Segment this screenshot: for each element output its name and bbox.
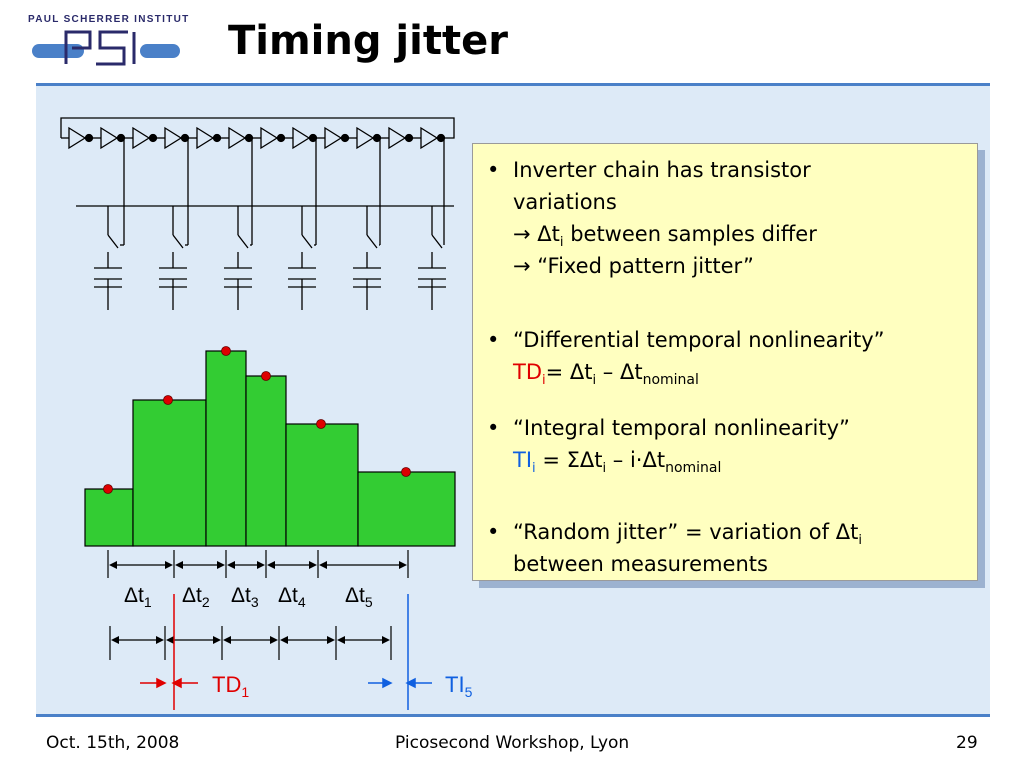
footer-page-number: 29 xyxy=(956,733,978,753)
bullet-1-line-4: → “Fixed pattern jitter” xyxy=(513,254,754,278)
td-label: TD1 xyxy=(212,672,249,700)
logo-institute-name: PAUL SCHERRER INSTITUT xyxy=(28,14,190,25)
feedback-loop xyxy=(60,117,455,139)
inverter-bubble xyxy=(276,133,286,143)
psi-logo: PAUL SCHERRER INSTITUT xyxy=(28,14,188,76)
header-rule xyxy=(36,83,990,86)
inverter-chain xyxy=(60,117,455,310)
inverter-icon xyxy=(228,126,247,150)
arrowhead xyxy=(217,561,225,569)
arrowhead xyxy=(165,561,173,569)
arrowhead xyxy=(309,561,317,569)
switch-blade xyxy=(366,234,378,249)
inverter-bubble xyxy=(404,133,414,143)
inverter-icon xyxy=(420,126,439,150)
inverter-icon xyxy=(292,126,311,150)
histogram-bar xyxy=(132,399,207,547)
td-arrows xyxy=(140,677,198,689)
arrowhead xyxy=(337,636,345,644)
arrowhead xyxy=(109,561,117,569)
switch-blade xyxy=(431,234,443,249)
histogram-dot xyxy=(261,371,271,381)
histogram-dot xyxy=(316,419,326,429)
inverter-icon xyxy=(260,126,279,150)
bullet-1-line-3: → Δti between samples differ xyxy=(513,222,817,251)
inverter-icon xyxy=(324,126,343,150)
bullet-4-line-2: between measurements xyxy=(513,552,768,576)
inverter-bubble xyxy=(340,133,350,143)
inverter-icon xyxy=(100,126,119,150)
bullet-box: • Inverter chain has transistor variatio… xyxy=(472,143,978,581)
slide-title: Timing jitter xyxy=(228,18,508,64)
footer-event: Picosecond Workshop, Lyon xyxy=(395,733,630,753)
ti-label: TI5 xyxy=(445,672,473,700)
inverter-icon xyxy=(68,126,87,150)
inverter-icon xyxy=(388,126,407,150)
bullet-3-line-2: TIi = ΣΔti – i·Δtnominal xyxy=(513,448,722,477)
histogram-bar xyxy=(285,423,359,547)
bullet-2-line-1: “Differential temporal nonlinearity” xyxy=(513,328,885,352)
bullet-marker: • xyxy=(487,520,500,544)
bullet-4-line-1: “Random jitter” = variation of Δti xyxy=(513,520,862,549)
bullet-1-line-1: Inverter chain has transistor xyxy=(513,158,811,182)
arrowhead xyxy=(257,561,265,569)
arrowhead xyxy=(111,636,119,644)
arrowhead xyxy=(319,561,327,569)
interval-label: Δt2 xyxy=(182,584,210,610)
bullet-1-line-2: variations xyxy=(513,190,617,214)
arrowhead xyxy=(382,636,390,644)
switch-blade xyxy=(237,234,249,249)
interval-label: Δt1 xyxy=(124,584,152,610)
arrowhead xyxy=(270,636,278,644)
switch-blade xyxy=(172,234,184,249)
inverter-bubble xyxy=(212,133,222,143)
switch-blade xyxy=(301,234,313,249)
arrowhead xyxy=(166,636,174,644)
inverter-bubble xyxy=(148,133,158,143)
arrowhead xyxy=(267,561,275,569)
histogram-bar xyxy=(205,350,247,547)
psi-logo-mark xyxy=(32,30,180,66)
bullet-2-line-2: TDi= Δti – Δtnominal xyxy=(513,360,699,389)
inverter-bubble xyxy=(436,133,446,143)
interval-arrows-nominal xyxy=(109,626,392,660)
histogram-bar xyxy=(84,488,134,547)
inverter-icon xyxy=(356,126,375,150)
histogram-dots xyxy=(103,346,411,494)
interval-label: Δt5 xyxy=(345,584,373,610)
arrowhead xyxy=(175,561,183,569)
inverter-icon xyxy=(132,126,151,150)
arrowhead xyxy=(156,636,164,644)
interval-label: Δt4 xyxy=(278,584,306,610)
histogram-bars xyxy=(84,350,456,547)
arrowhead xyxy=(213,636,221,644)
arrowhead xyxy=(280,636,288,644)
footer-rule xyxy=(36,714,990,717)
histogram-bar xyxy=(357,471,456,547)
ti-arrows xyxy=(368,677,432,689)
interval-label: Δt3 xyxy=(231,584,259,610)
histogram-bar xyxy=(245,375,287,547)
arrowhead xyxy=(399,561,407,569)
histogram-dot xyxy=(163,395,173,405)
arrowhead xyxy=(223,636,231,644)
inverter-icon xyxy=(164,126,183,150)
bullet-marker: • xyxy=(487,158,500,182)
arrowhead xyxy=(327,636,335,644)
inverter-bubble xyxy=(84,133,94,143)
bullet-marker: • xyxy=(487,328,500,352)
inverter-icon xyxy=(196,126,215,150)
bullet-marker: • xyxy=(487,416,500,440)
histogram-dot xyxy=(103,484,113,494)
footer-date: Oct. 15th, 2008 xyxy=(46,733,180,753)
arrowhead xyxy=(227,561,235,569)
bullet-3-line-1: “Integral temporal nonlinearity” xyxy=(513,416,850,440)
histogram-dot xyxy=(221,346,231,356)
interval-arrows-measured: Δt1 Δt2 Δt3 Δt4 Δt5 xyxy=(107,550,409,610)
histogram-dot xyxy=(401,467,411,477)
switch-blade xyxy=(107,234,119,249)
